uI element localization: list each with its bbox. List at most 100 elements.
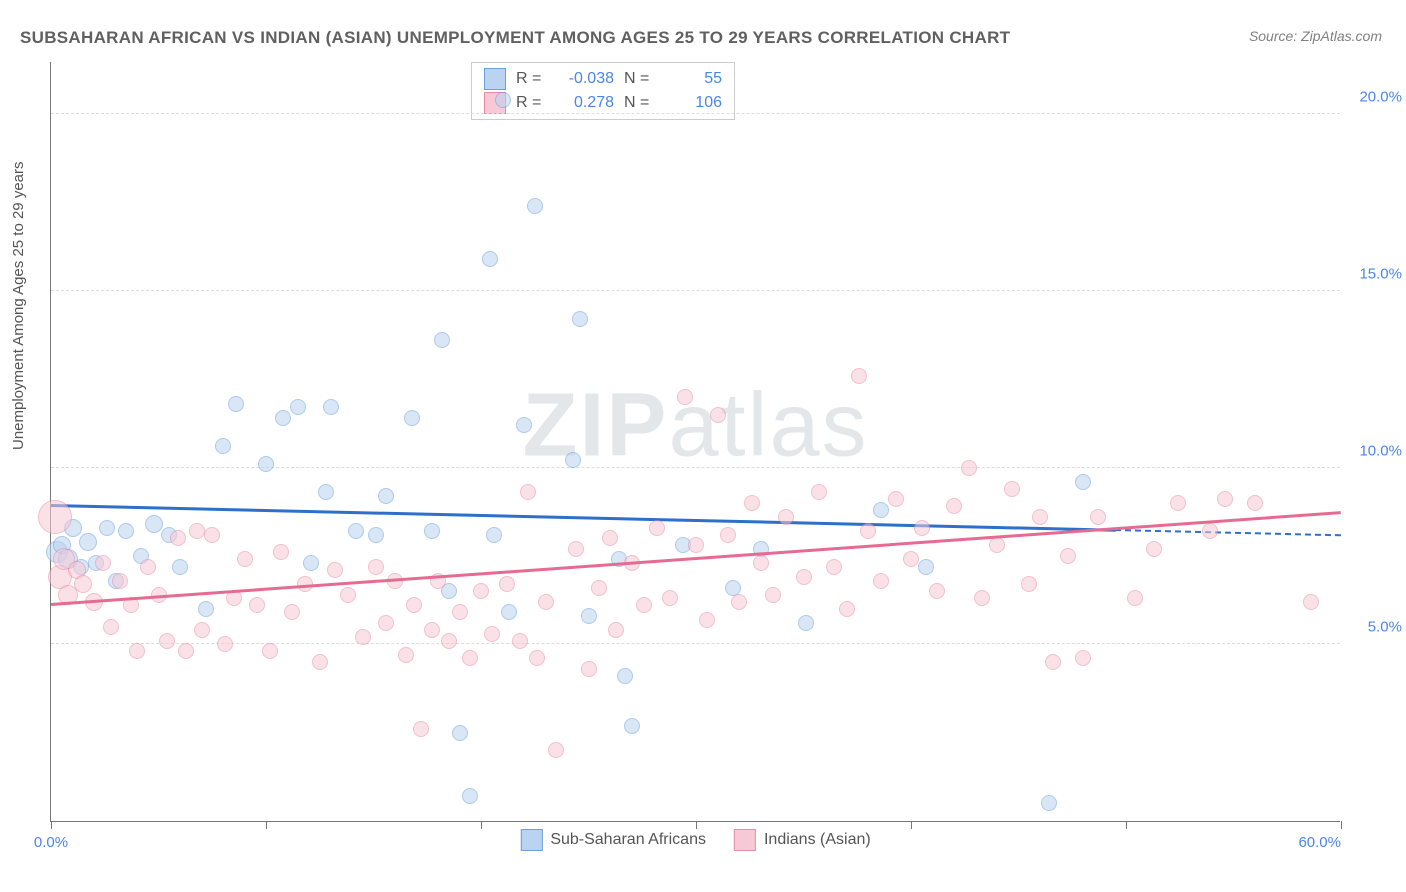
scatter-point: [608, 622, 624, 638]
scatter-point: [1060, 548, 1076, 564]
plot-area: ZIPatlas R =-0.038N =55R =0.278N =106 Su…: [50, 62, 1340, 822]
legend-row: R =-0.038N =55: [484, 67, 722, 91]
scatter-point: [1217, 491, 1233, 507]
x-tick: [696, 821, 697, 829]
scatter-point: [731, 594, 747, 610]
scatter-point: [1303, 594, 1319, 610]
scatter-point: [424, 523, 440, 539]
scatter-point: [237, 551, 253, 567]
legend-n-value: 106: [664, 94, 722, 112]
scatter-point: [765, 587, 781, 603]
scatter-point: [617, 668, 633, 684]
scatter-point: [699, 612, 715, 628]
scatter-point: [860, 523, 876, 539]
scatter-point: [484, 626, 500, 642]
scatter-point: [441, 633, 457, 649]
scatter-point: [826, 559, 842, 575]
scatter-point: [462, 650, 478, 666]
scatter-point: [753, 555, 769, 571]
scatter-point: [95, 555, 111, 571]
legend-r-label: R =: [516, 70, 546, 88]
scatter-point: [434, 332, 450, 348]
scatter-point: [140, 559, 156, 575]
scatter-point: [406, 597, 422, 613]
scatter-point: [74, 575, 92, 593]
scatter-point: [284, 604, 300, 620]
scatter-point: [1075, 474, 1091, 490]
scatter-point: [914, 520, 930, 536]
scatter-point: [929, 583, 945, 599]
scatter-point: [974, 590, 990, 606]
scatter-point: [572, 311, 588, 327]
x-tick: [1341, 821, 1342, 829]
scatter-point: [38, 500, 72, 534]
scatter-point: [378, 615, 394, 631]
scatter-point: [340, 587, 356, 603]
scatter-point: [516, 417, 532, 433]
scatter-point: [378, 488, 394, 504]
scatter-point: [581, 661, 597, 677]
scatter-point: [198, 601, 214, 617]
legend-row: R = 0.278 N = 106: [484, 91, 722, 115]
scatter-point: [1202, 523, 1218, 539]
scatter-point: [888, 491, 904, 507]
correlation-legend: R =-0.038N =55R =0.278N =106: [471, 62, 735, 120]
scatter-point: [1032, 509, 1048, 525]
legend-swatch: [484, 68, 506, 90]
scatter-point: [520, 484, 536, 500]
scatter-point: [1090, 509, 1106, 525]
scatter-point: [273, 544, 289, 560]
scatter-point: [548, 742, 564, 758]
source-label: Source: ZipAtlas.com: [1249, 28, 1382, 44]
scatter-point: [581, 608, 597, 624]
legend-n-label: N =: [624, 94, 654, 112]
scatter-point: [1045, 654, 1061, 670]
x-tick: [266, 821, 267, 829]
x-tick: [51, 821, 52, 829]
x-tick-label: 60.0%: [1298, 834, 1341, 851]
scatter-point: [602, 530, 618, 546]
scatter-point: [159, 633, 175, 649]
scatter-point: [636, 597, 652, 613]
scatter-point: [649, 520, 665, 536]
legend-r-value: -0.038: [556, 70, 614, 88]
scatter-point: [145, 515, 163, 533]
legend-r-label: R =: [516, 94, 546, 112]
legend-swatch: [734, 829, 756, 851]
scatter-point: [452, 604, 468, 620]
scatter-point: [258, 456, 274, 472]
scatter-point: [413, 721, 429, 737]
scatter-point: [677, 389, 693, 405]
scatter-point: [778, 509, 794, 525]
scatter-point: [710, 407, 726, 423]
scatter-point: [170, 530, 186, 546]
scatter-point: [1146, 541, 1162, 557]
legend-n-label: N =: [624, 70, 654, 88]
scatter-point: [662, 590, 678, 606]
x-tick: [481, 821, 482, 829]
chart-title: SUBSAHARAN AFRICAN VS INDIAN (ASIAN) UNE…: [20, 28, 1010, 48]
legend-r-value: 0.278: [556, 94, 614, 112]
scatter-point: [473, 583, 489, 599]
gridline: [51, 643, 1340, 644]
y-tick-label: 10.0%: [1359, 442, 1402, 459]
scatter-point: [462, 788, 478, 804]
scatter-point: [103, 619, 119, 635]
x-tick: [1126, 821, 1127, 829]
scatter-point: [249, 597, 265, 613]
scatter-point: [946, 498, 962, 514]
scatter-point: [275, 410, 291, 426]
scatter-point: [368, 559, 384, 575]
scatter-point: [1170, 495, 1186, 511]
scatter-point: [129, 643, 145, 659]
scatter-point: [798, 615, 814, 631]
scatter-point: [189, 523, 205, 539]
gridline: [51, 113, 1340, 114]
scatter-point: [368, 527, 384, 543]
scatter-point: [312, 654, 328, 670]
x-tick-label: 0.0%: [34, 834, 68, 851]
scatter-point: [217, 636, 233, 652]
scatter-point: [501, 604, 517, 620]
scatter-point: [495, 92, 511, 108]
gridline: [51, 467, 1340, 468]
